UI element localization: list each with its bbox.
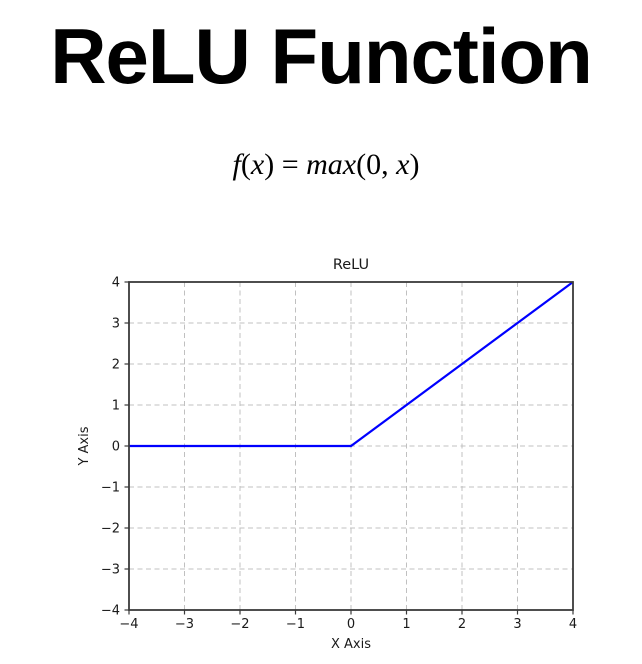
- x-tick-label: 2: [458, 617, 466, 632]
- formula-part: (: [240, 148, 251, 181]
- x-tick-label: 1: [402, 617, 410, 632]
- formula-part: ): [409, 148, 420, 181]
- y-tick-label: 0: [112, 440, 120, 455]
- formula-part: max: [306, 148, 357, 181]
- x-tick-label: −2: [230, 617, 249, 632]
- formula-part: (0,: [356, 148, 397, 181]
- x-axis-label: X Axis: [331, 637, 371, 652]
- y-axis-label: Y Axis: [77, 426, 92, 466]
- page-title: ReLU Function: [50, 12, 593, 100]
- x-tick-label: 4: [569, 617, 577, 632]
- y-tick-label: 3: [112, 317, 120, 332]
- y-tick-label: 1: [112, 399, 120, 414]
- chart-title: ReLU: [333, 257, 369, 273]
- y-tick-label: −2: [101, 522, 120, 537]
- x-tick-label: −3: [175, 617, 194, 632]
- y-tick-label: −4: [101, 604, 120, 619]
- formula-part: ) =: [264, 148, 307, 181]
- y-tick-label: −1: [101, 481, 120, 496]
- x-tick-label: 0: [347, 617, 355, 632]
- formula-part: x: [250, 148, 265, 181]
- x-tick-label: −4: [119, 617, 138, 632]
- formula-part: x: [396, 148, 410, 181]
- formula-part: f: [232, 148, 241, 181]
- x-tick-label: −1: [286, 617, 305, 632]
- y-tick-label: 2: [112, 358, 120, 373]
- y-tick-label: −3: [101, 563, 120, 578]
- y-tick-label: 4: [112, 276, 120, 291]
- x-tick-label: 3: [513, 617, 521, 632]
- series-line-relu: [129, 281, 574, 448]
- formula: f(x) = max(0, x): [10, 148, 642, 182]
